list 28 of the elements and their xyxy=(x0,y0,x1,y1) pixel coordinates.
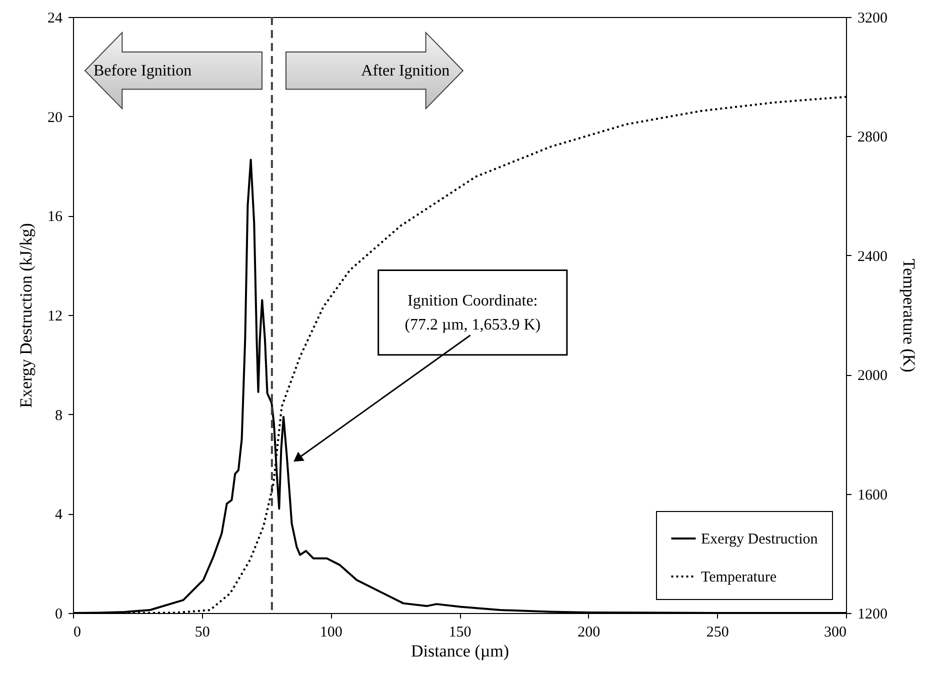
y-tick-label: 12 xyxy=(48,308,62,324)
y-tick-label: 16 xyxy=(48,209,63,226)
y2-axis-title: Temperature (K) xyxy=(900,258,918,372)
y2-tick-label: 2400 xyxy=(858,248,888,265)
y-axis-title: Exergy Destruction (kJ/kg) xyxy=(16,223,36,408)
y2-tick-label: 1600 xyxy=(858,487,888,504)
x-tick-label: 100 xyxy=(320,624,342,640)
legend-label: Temperature xyxy=(701,570,777,586)
x-tick-label: 300 xyxy=(824,624,846,640)
y-tick-label: 20 xyxy=(48,110,62,126)
y-tick-label: 4 xyxy=(55,507,63,524)
legend-label: Exergy Destruction xyxy=(701,532,818,548)
y-tick-label: 8 xyxy=(55,408,62,424)
annotation: Before Ignition xyxy=(93,62,192,80)
y-tick-label: 24 xyxy=(48,10,63,26)
x-axis-title: Distance (µm) xyxy=(410,642,510,660)
x-tick-label: 150 xyxy=(448,624,472,640)
annotation: Ignition Coordinate: (77.2 µm, 1,653.9 K) xyxy=(404,292,541,334)
x-tick-label: 0 xyxy=(74,624,81,640)
y2-tick-label: 3200 xyxy=(858,10,888,26)
y2-tick-label: 1200 xyxy=(858,606,888,622)
x-tick-label: 50 xyxy=(194,624,210,640)
y-tick-label: 0 xyxy=(55,606,62,622)
y2-tick-label: 2800 xyxy=(858,130,888,146)
x-tick-label: 200 xyxy=(578,624,600,640)
x-tick-label: 250 xyxy=(706,624,729,640)
y2-tick-label: 2000 xyxy=(858,368,888,384)
annotation: After Ignition xyxy=(361,62,450,80)
